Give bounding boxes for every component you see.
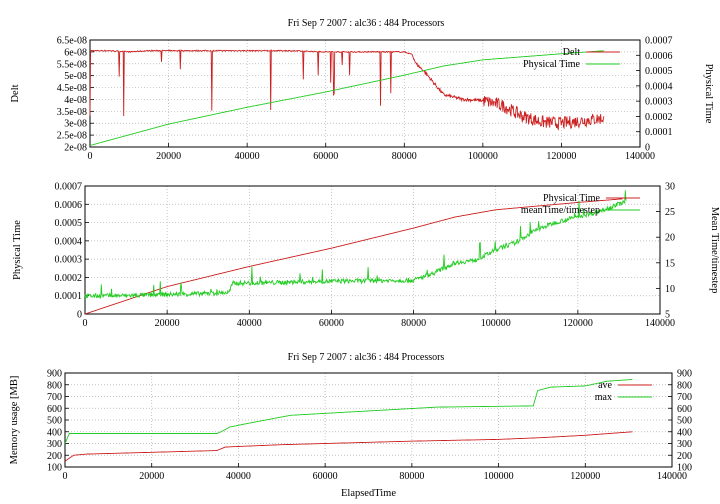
y2-tick-label: 0.0007 (645, 36, 673, 47)
plot-frame (64, 372, 673, 468)
y2-tick-label: 800 (677, 380, 692, 391)
x-tick-label: 40000 (235, 151, 260, 162)
top-chart-title: Fri Sep 7 2007 : alc36 : 484 Processors (288, 18, 445, 29)
x-tick-label: 80000 (392, 151, 417, 162)
x-tick-label: 100000 (481, 318, 511, 329)
y-tick-label: 6.5e-08 (57, 36, 87, 47)
x-tick-label: 0 (63, 471, 68, 482)
x-tick-label: 40000 (226, 471, 251, 482)
y-tick-label: 600 (47, 404, 62, 415)
x-tick-label: 40000 (237, 318, 262, 329)
legend-label: max (595, 392, 612, 403)
y-tick-label: 2e-08 (64, 143, 87, 154)
x-tick-label: 140000 (645, 318, 675, 329)
y2-axis-label: Mean Time/timestep (709, 207, 720, 294)
y2-tick-label: 30 (665, 182, 675, 193)
y-tick-label: 100 (47, 463, 62, 474)
y2-tick-label: 900 (677, 369, 692, 380)
y2-tick-label: 100 (677, 463, 692, 474)
y2-tick-label: 0.0003 (645, 97, 673, 108)
x-tick-label: 0 (83, 318, 88, 329)
y2-tick-label: 0 (645, 143, 650, 154)
x-tick-label: 120000 (546, 151, 576, 162)
y2-tick-label: 600 (677, 404, 692, 415)
y-tick-label: 0.0005 (55, 218, 83, 229)
y2-axis-label: Physical Time (703, 64, 714, 124)
y2-tick-label: 0.0004 (645, 81, 673, 92)
y-tick-label: 0.0004 (55, 236, 83, 247)
y2-tick-label: 0.0002 (645, 112, 673, 123)
y2-tick-label: 300 (677, 439, 692, 450)
y-tick-label: 500 (47, 416, 62, 427)
y2-tick-label: 0.0006 (645, 51, 673, 62)
x-tick-label: 20000 (139, 471, 164, 482)
series-line-physical-time (89, 50, 605, 146)
y-tick-label: 5e-08 (64, 71, 87, 82)
y-tick-label: 0 (77, 310, 82, 321)
y-tick-label: 0.0006 (55, 200, 83, 211)
y2-tick-label: 10 (665, 284, 675, 295)
x-tick-label: 100000 (468, 151, 498, 162)
y-tick-label: 6e-08 (64, 47, 87, 58)
x-axis-label: ElapsedTime (341, 488, 396, 499)
legend-label: meanTime/timestep (521, 205, 600, 216)
x-tick-label: 0 (88, 151, 93, 162)
y-tick-label: 0.0003 (55, 255, 83, 266)
plot-frame (84, 185, 661, 315)
y2-tick-label: 15 (665, 258, 675, 269)
plot-frame (89, 39, 641, 148)
legend-label: ave (598, 380, 612, 391)
y2-tick-label: 500 (677, 416, 692, 427)
y-tick-label: 4e-08 (64, 95, 87, 106)
x-tick-label: 100000 (484, 471, 514, 482)
x-tick-label: 140000 (625, 151, 655, 162)
y-axis-label: Delt (10, 84, 21, 102)
bottom-chart-title: Fri Sep 7 2007 : alc36 : 484 Processors (288, 352, 445, 363)
y-tick-label: 3.5e-08 (57, 107, 87, 118)
series-line-delt (89, 48, 605, 131)
y2-tick-label: 20 (665, 233, 675, 244)
x-tick-label: 60000 (313, 151, 338, 162)
y-tick-label: 4.5e-08 (57, 83, 87, 94)
series-line-max (64, 379, 633, 444)
y2-tick-label: 25 (665, 207, 675, 218)
x-tick-label: 120000 (563, 318, 593, 329)
y2-tick-label: 400 (677, 427, 692, 438)
y2-tick-label: 700 (677, 392, 692, 403)
x-tick-label: 140000 (657, 471, 687, 482)
x-tick-label: 120000 (570, 471, 600, 482)
legend-label: Physical Time (543, 193, 601, 204)
y-tick-label: 3e-08 (64, 119, 87, 130)
y2-tick-label: 0.0005 (645, 66, 673, 77)
x-tick-label: 80000 (399, 471, 424, 482)
y2-tick-label: 200 (677, 451, 692, 462)
legend-label: Physical Time (523, 59, 581, 70)
x-tick-label: 20000 (155, 318, 180, 329)
x-tick-label: 60000 (319, 318, 344, 329)
y-tick-label: 900 (47, 369, 62, 380)
x-tick-label: 60000 (313, 471, 338, 482)
x-tick-label: 20000 (156, 151, 181, 162)
y-tick-label: 0.0002 (55, 273, 83, 284)
y-tick-label: 400 (47, 427, 62, 438)
y-tick-label: 300 (47, 439, 62, 450)
y-tick-label: 0.0007 (55, 182, 83, 193)
y2-tick-label: 0.0001 (645, 127, 673, 138)
y-tick-label: 800 (47, 380, 62, 391)
y-axis-label: Physical Time (12, 220, 23, 280)
legend-label: Delt (563, 47, 580, 58)
series-line-physical-time (84, 198, 623, 315)
y-tick-label: 200 (47, 451, 62, 462)
y-tick-label: 5.5e-08 (57, 59, 87, 70)
series-line-meantime-timestep (84, 190, 627, 300)
y-tick-label: 0.0001 (55, 291, 83, 302)
y2-tick-label: 5 (665, 310, 670, 321)
y-axis-label: Memory usage [MB] (9, 376, 20, 465)
x-tick-label: 80000 (401, 318, 426, 329)
y-tick-label: 2.5e-08 (57, 131, 87, 142)
series-line-ave (64, 431, 633, 462)
y-tick-label: 700 (47, 392, 62, 403)
